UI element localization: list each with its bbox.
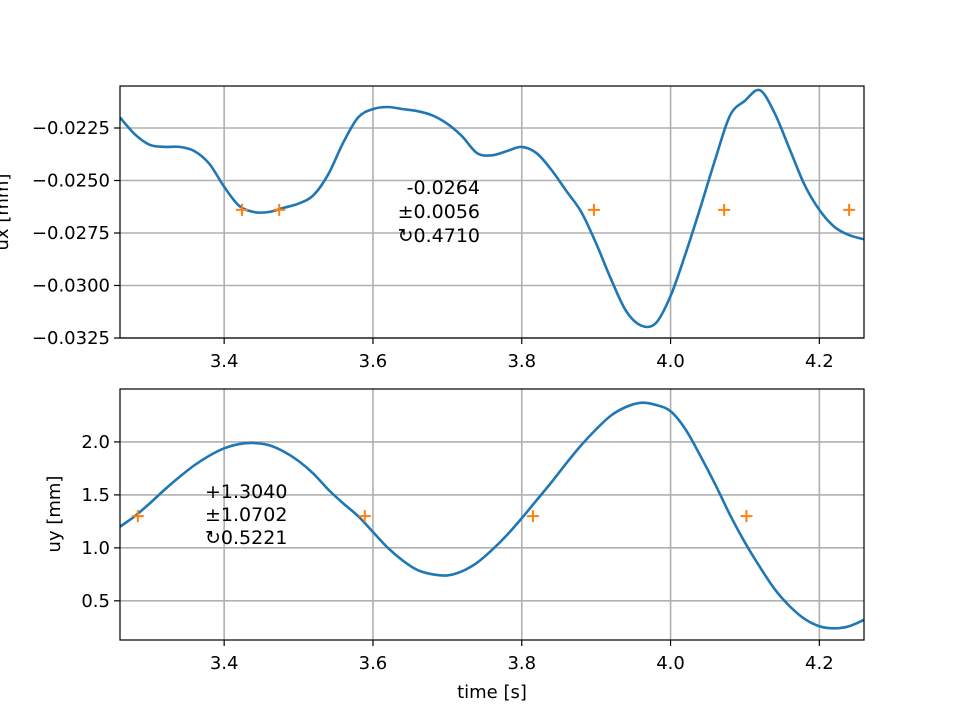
- ux-xtick-label: 3.4: [210, 351, 239, 372]
- ux-subplot: 3.4 3.6 3.8 4.0 4.2 −0.0225 −0.0250 −0.0275 −0.0…: [0, 85, 865, 372]
- ux-ytick-label: −0.0250: [32, 171, 110, 192]
- ux-xtick-label: 4.2: [805, 351, 834, 372]
- ux-ytick-label: −0.0225: [32, 118, 110, 139]
- uy-xlabel: time [s]: [457, 682, 527, 703]
- uy-data: [120, 401, 864, 630]
- ux-axes-frame: [119, 85, 865, 339]
- ux-crossing-marker: [236, 203, 249, 216]
- uy-ticks: 3.4 3.6 3.8 4.0 4.2 0.5 1.0 1.5 2.0: [81, 432, 833, 674]
- ux-series-line: [120, 88, 864, 329]
- uy-crossing-marker: [131, 510, 144, 523]
- ux-data: [120, 88, 864, 329]
- uy-crossing-marker: [358, 510, 371, 523]
- ux-ylabel: ux [mm]: [0, 174, 13, 251]
- uy-annotation-mean: +1.3040: [205, 481, 287, 503]
- uy-annotation-phase: ↻0.5221: [205, 527, 287, 549]
- uy-xtick-label: 4.0: [656, 653, 685, 674]
- uy-crossing-marker: [526, 510, 539, 523]
- uy-grid: [120, 389, 864, 640]
- ux-ticks: 3.4 3.6 3.8 4.0 4.2 −0.0225 −0.0250 −0.0275 −0.0…: [32, 118, 834, 372]
- ux-xtick-label: 3.8: [507, 351, 536, 372]
- ux-crossing-marker: [843, 203, 856, 216]
- uy-annotation-std: ±1.0702: [205, 504, 287, 526]
- ux-annotation-phase: ↻0.4710: [398, 225, 480, 247]
- uy-ytick-label: 1.0: [81, 538, 110, 559]
- ux-annotation-std: ±0.0056: [398, 201, 480, 223]
- ux-annotation-mean: -0.0264: [407, 177, 480, 199]
- uy-xtick-label: 3.8: [507, 653, 536, 674]
- uy-ylabel: uy [mm]: [44, 476, 65, 553]
- uy-ytick-label: 0.5: [81, 591, 110, 612]
- ux-ytick-label: −0.0325: [32, 328, 110, 349]
- ux-crossing-marker: [273, 203, 286, 216]
- ux-xtick-label: 4.0: [656, 351, 685, 372]
- ux-ytick-label: −0.0275: [32, 223, 110, 244]
- uy-ytick-label: 1.5: [81, 485, 110, 506]
- ux-ytick-label: −0.0300: [32, 276, 110, 297]
- uy-xtick-label: 4.2: [805, 653, 834, 674]
- uy-xtick-label: 3.6: [359, 653, 388, 674]
- uy-xtick-label: 3.4: [210, 653, 239, 674]
- ux-crossing-marker: [587, 203, 600, 216]
- uy-ytick-label: 2.0: [81, 432, 110, 453]
- uy-axes-frame: [119, 388, 865, 641]
- uy-crossing-marker: [740, 510, 753, 523]
- ux-xtick-label: 3.6: [359, 351, 388, 372]
- uy-series-line: [120, 401, 864, 630]
- ux-crossing-marker: [718, 203, 731, 216]
- uy-subplot: 3.4 3.6 3.8 4.0 4.2 0.5 1.0 1.5 2.0 uy [mm] time…: [44, 388, 865, 703]
